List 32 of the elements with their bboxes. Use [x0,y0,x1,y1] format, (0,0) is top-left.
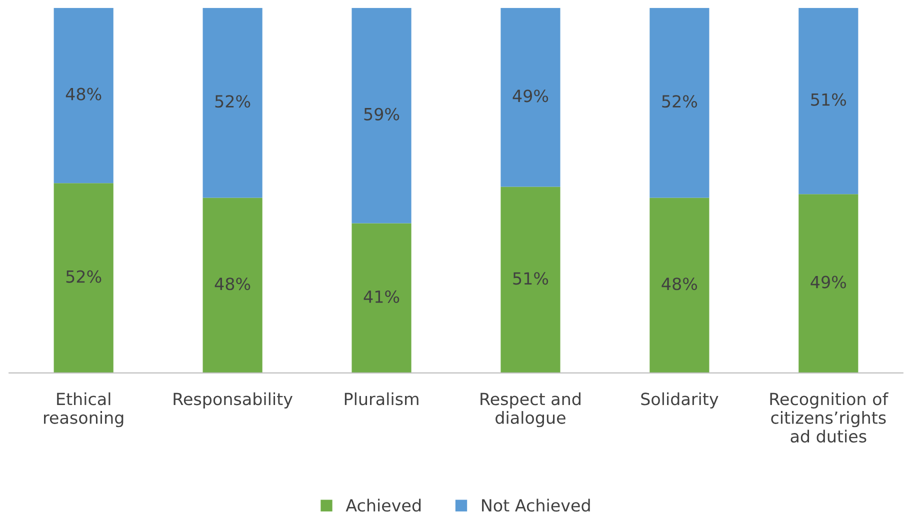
x-tick-label: Responsability [174,392,292,409]
data-label: 49% [810,276,846,288]
bar [798,8,858,194]
data-label: 48% [214,278,250,290]
legend-label: Not Achieved [482,498,590,512]
data-label: 48% [66,88,102,100]
legend-label: Achieved [346,498,421,512]
data-label: 51% [811,93,846,106]
bar [500,8,560,187]
x-tick-label: Respect and dialogue [480,392,580,428]
x-tick-label: Recognition of citizens’rights ad duties [770,392,888,443]
bar [54,8,114,184]
bar [202,198,262,373]
x-tick-label: Solidarity [641,392,718,409]
bar [500,186,560,373]
data-label: 59% [364,108,400,120]
bar [798,194,858,373]
x-tick-label: Ethical reasoning [44,392,124,428]
bar [54,183,114,373]
data-label: 49% [512,90,548,102]
data-label: 51% [513,272,548,285]
x-tick-label: Pluralism [344,392,418,406]
bar [352,8,412,224]
data-label: 52% [215,95,250,108]
data-label: 52% [662,95,698,108]
data-label: 41% [364,290,400,303]
bar [650,8,710,198]
data-label: 48% [662,278,698,290]
bar [650,198,710,373]
bar [202,8,262,198]
data-label: 52% [66,270,102,283]
bar [352,223,412,373]
